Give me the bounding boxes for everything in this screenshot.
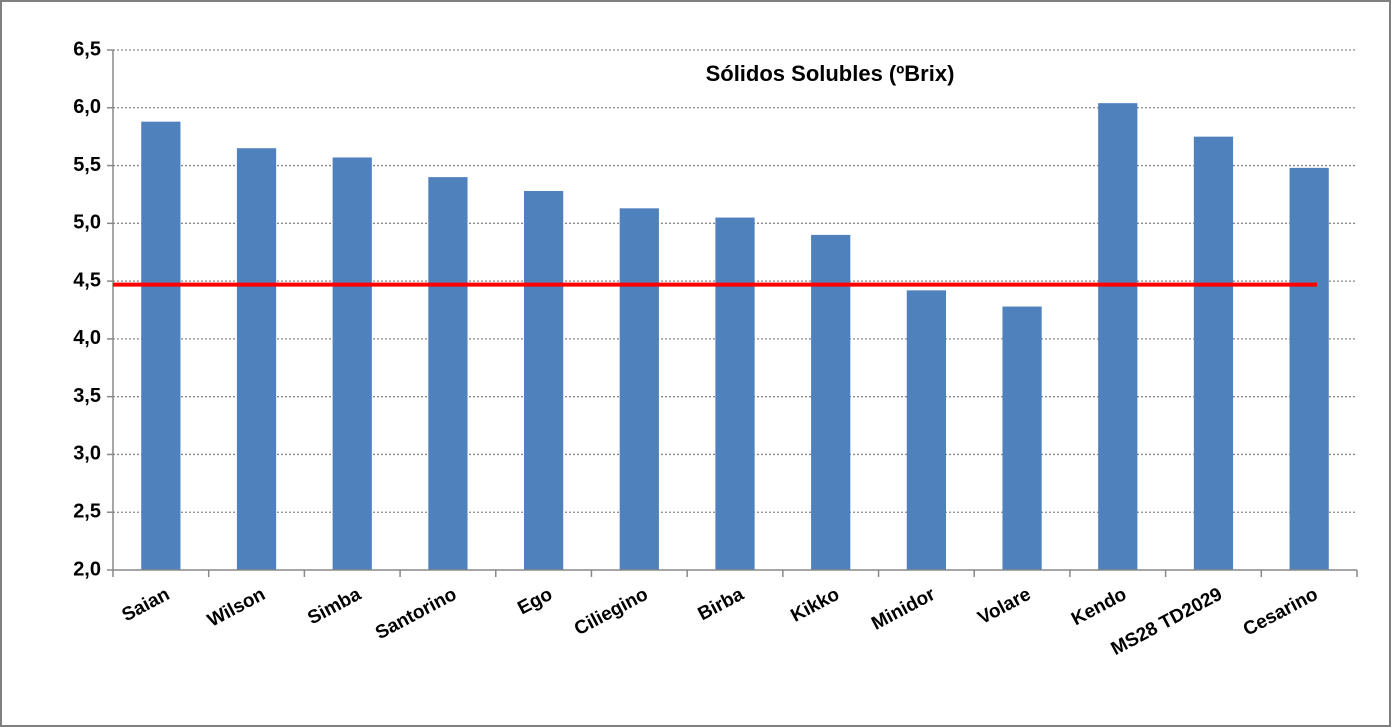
y-tick-label: 3,0 (73, 443, 101, 465)
bar (1098, 103, 1138, 571)
y-tick-label: 2,0 (73, 558, 101, 580)
y-tick-label: 6,0 (73, 96, 101, 118)
bar (1002, 306, 1042, 570)
bar (428, 177, 468, 570)
y-tick-label: 5,5 (73, 154, 101, 176)
y-tick-label: 5,0 (73, 212, 101, 234)
bar (332, 157, 372, 570)
bar (1193, 136, 1234, 570)
bar (715, 217, 755, 571)
bar (906, 290, 947, 570)
y-tick-label: 4,0 (73, 327, 101, 349)
y-tick-label: 6,5 (73, 38, 101, 60)
bar (141, 121, 181, 571)
bar (523, 190, 564, 570)
chart-title: Sólidos Solubles (ºBrix) (706, 61, 955, 86)
y-tick-label: 2,5 (73, 501, 101, 523)
bar (236, 148, 277, 570)
y-tick-label: 4,5 (73, 269, 101, 291)
bar (811, 234, 851, 570)
y-tick-label: 3,5 (73, 385, 101, 407)
bar (1289, 167, 1329, 570)
bar (619, 208, 659, 571)
